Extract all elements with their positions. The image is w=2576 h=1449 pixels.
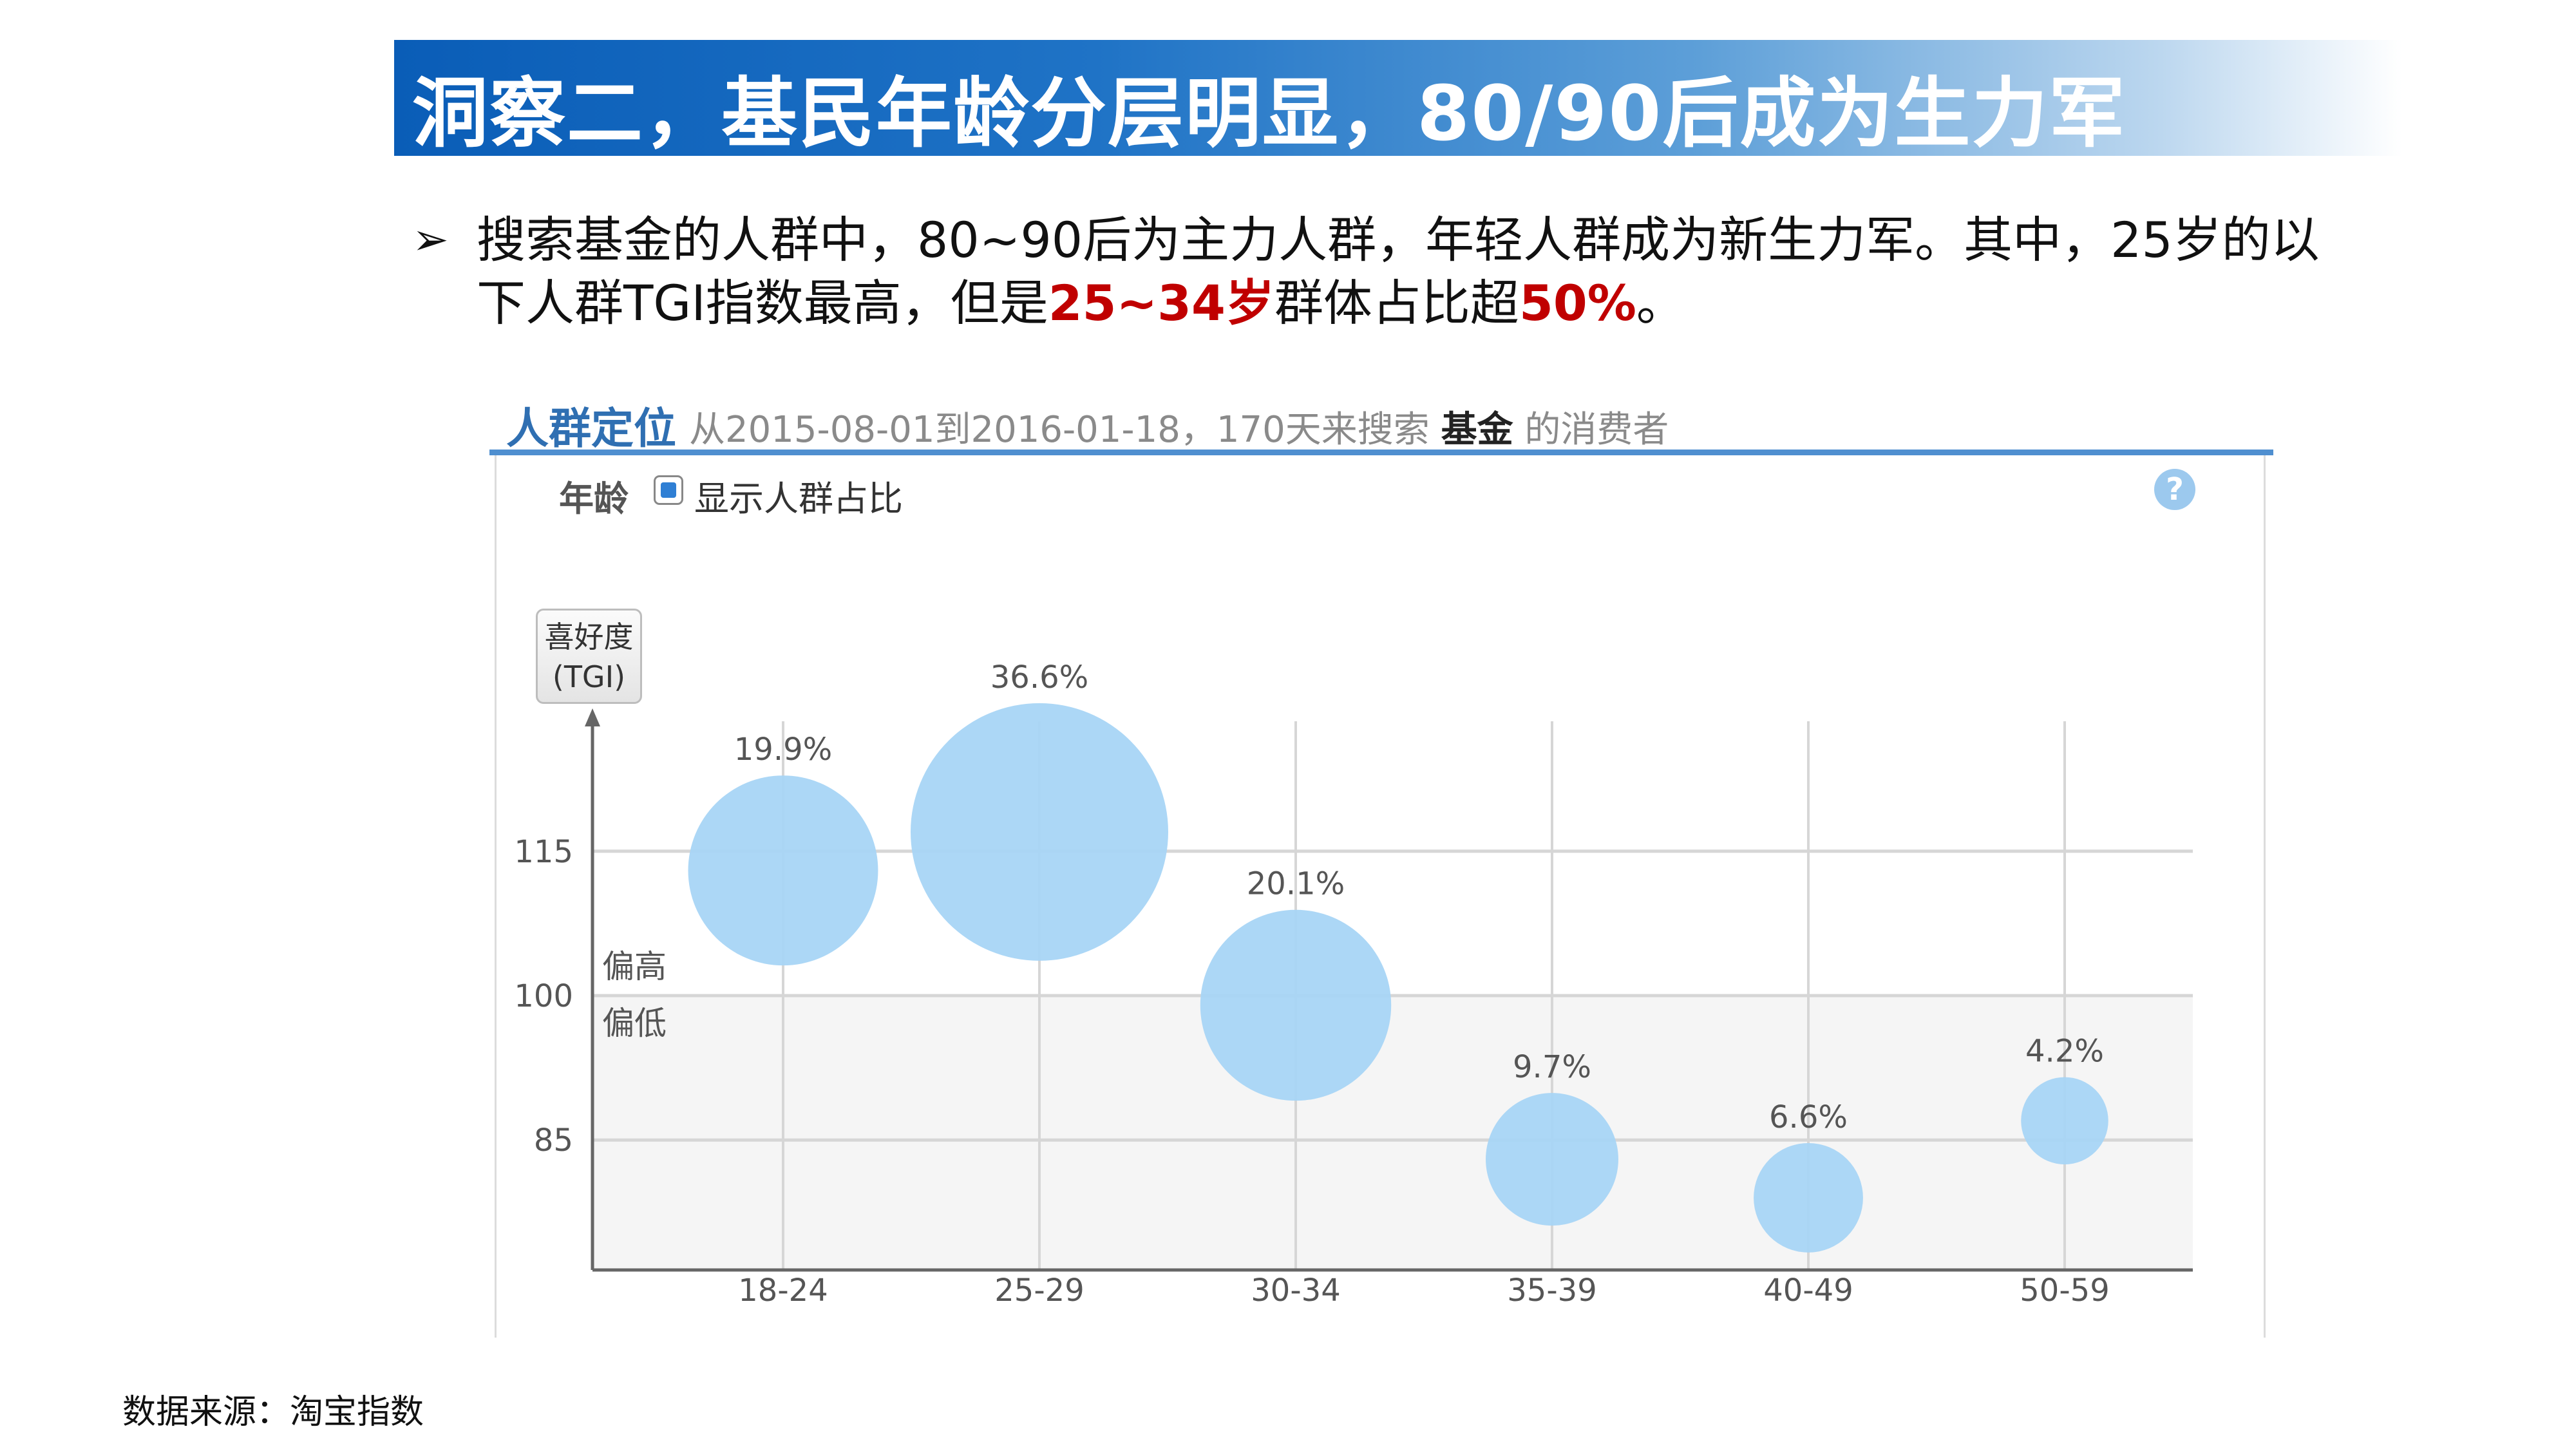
bullet-text-b: 群体占比超 [1274,274,1519,332]
x-tick-label: 25-29 [994,1273,1084,1309]
header-divider [489,450,2273,455]
x-tick-label: 30-34 [1251,1273,1340,1309]
bubble-18-24[interactable] [688,775,878,966]
highlight-age-range: 25~34岁 [1048,274,1274,332]
bullet-arrow-icon: ➢ [412,214,449,265]
widget-subtitle: 从2015-08-01到2016-01-18，170天来搜索 基金 的消费者 [689,401,1669,453]
bullet-text-c: 。 [1636,274,1685,332]
widget-header: 人群定位 从2015-08-01到2016-01-18，170天来搜索 基金 的… [489,386,2273,453]
y-tick-label: 85 [534,1122,573,1159]
bubble-50-59[interactable] [2021,1077,2108,1165]
share-label-25-29: 36.6% [990,659,1088,696]
page-title: 洞察二，基民年龄分层明显，80/90后成为生力军 [412,69,2126,158]
bubble-40-49[interactable] [1754,1142,1863,1253]
age-filter-label: 年龄 [559,478,629,519]
bubble-35-39[interactable] [1486,1093,1618,1226]
subtitle-keyword: 基金 [1441,409,1513,451]
x-tick-label: 50-59 [2020,1273,2109,1309]
x-tick-label: 35-39 [1507,1273,1596,1309]
below-average-region [592,996,2193,1270]
show-share-checkbox[interactable] [654,475,683,505]
y-axis-title-line1: 喜好度 [544,620,634,654]
subtitle-suffix: 的消费者 [1524,409,1669,451]
y-axis-title-line2: (TGI) [552,659,626,694]
y-axis-title: 喜好度 (TGI) [536,609,642,704]
show-share-label[interactable]: 显示人群占比 [694,478,903,519]
bullet-line-2: 下人群TGI指数最高，但是25~34岁群体占比超50%。 [477,272,1685,334]
subtitle-range: 从2015-08-01到2016-01-18，170天来搜索 [689,409,1430,451]
title-banner: 洞察二，基民年龄分层明显，80/90后成为生力军 [394,40,2402,158]
bubble-25-29[interactable] [911,703,1168,961]
bubble-30-34[interactable] [1200,909,1392,1101]
bullet-line-1: 搜索基金的人群中，80~90后为主力人群，年轻人群成为新生力军。其中，25岁的以 [477,211,2320,269]
help-icon[interactable]: ? [2154,469,2195,510]
above-average-label: 偏高 [602,948,667,985]
x-tick-label: 40-49 [1763,1273,1853,1309]
share-label-30-34: 20.1% [1247,866,1345,902]
widget-border-left [495,455,497,1338]
share-label-50-59: 4.2% [2025,1034,2104,1070]
share-label-35-39: 9.7% [1513,1049,1591,1085]
y-tick-label: 115 [514,834,573,870]
share-label-40-49: 6.6% [1769,1099,1848,1135]
y-tick-label: 100 [514,978,573,1014]
data-source: 数据来源：淘宝指数 [122,1393,424,1432]
bullet-text-a: 下人群TGI指数最高，但是 [477,274,1048,332]
widget-border-right [2264,455,2266,1338]
widget-title: 人群定位 [506,404,676,453]
y-axis-arrow-icon [585,708,600,726]
highlight-share: 50% [1519,274,1636,332]
below-average-label: 偏低 [602,1005,667,1042]
x-tick-label: 18-24 [738,1273,828,1309]
share-label-18-24: 19.9% [734,732,832,768]
